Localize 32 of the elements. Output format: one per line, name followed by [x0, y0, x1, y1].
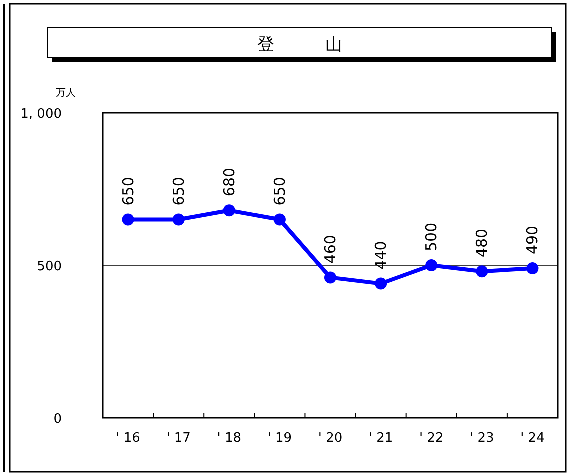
chart-title: 登 山 [258, 35, 342, 55]
point [274, 214, 286, 226]
x-tick-label: ' 16 [116, 431, 140, 446]
point [223, 204, 236, 217]
x-tick-label: ' 18 [217, 431, 242, 446]
x-tick-label: ' 20 [318, 431, 343, 446]
data-label: 480 [473, 228, 492, 258]
data-label: 460 [322, 235, 340, 264]
x-tick-label: ' 23 [470, 431, 494, 446]
y-tick-label: 0 [54, 412, 62, 427]
point [324, 272, 336, 284]
point [476, 266, 488, 278]
x-tick-label: ' 22 [419, 431, 444, 446]
y-tick-label: 1, 000 [20, 107, 62, 122]
x-tick-label: ' 21 [368, 431, 394, 446]
data-label: 650 [170, 177, 188, 206]
x-tick-label: ' 19 [268, 431, 292, 446]
data-label: 440 [372, 241, 390, 270]
data-label: 680 [220, 168, 238, 197]
point [375, 278, 388, 290]
data-label: 500 [422, 222, 441, 252]
point [426, 260, 438, 272]
data-label: 650 [270, 177, 289, 206]
point [122, 214, 134, 226]
y-axis-title: 万人 [56, 88, 76, 99]
point [526, 262, 539, 275]
data-label: 490 [524, 226, 542, 255]
x-tick-label: ' 17 [166, 431, 191, 446]
data-label: 650 [119, 177, 138, 206]
x-tick-label: ' 24 [520, 431, 545, 446]
y-tick-label: 500 [37, 260, 62, 274]
point [172, 214, 185, 226]
